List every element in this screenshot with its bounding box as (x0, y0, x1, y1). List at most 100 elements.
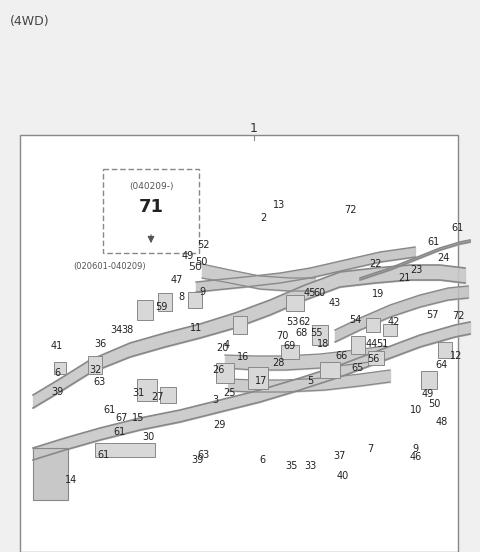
Text: 56: 56 (367, 354, 379, 364)
Text: 13: 13 (273, 200, 285, 210)
Text: 18: 18 (317, 339, 329, 349)
Text: 44: 44 (366, 339, 378, 349)
Bar (438, 342, 452, 358)
Text: 50: 50 (428, 399, 440, 409)
Text: 42: 42 (388, 317, 400, 327)
Text: 5: 5 (307, 376, 313, 386)
Text: 53: 53 (286, 317, 298, 327)
Text: 64: 64 (435, 360, 447, 370)
Text: 63: 63 (94, 377, 106, 387)
Text: 38: 38 (121, 325, 133, 335)
Text: 61: 61 (104, 405, 116, 415)
Text: 59: 59 (155, 302, 167, 312)
Text: 19: 19 (372, 289, 384, 299)
Text: 30: 30 (142, 432, 154, 442)
Text: 9: 9 (199, 287, 205, 297)
Text: 8: 8 (178, 292, 184, 302)
Text: 47: 47 (171, 275, 183, 285)
Text: 21: 21 (398, 273, 410, 283)
Bar (233, 316, 247, 334)
Text: 23: 23 (410, 265, 422, 275)
Bar (137, 300, 153, 320)
Text: 61: 61 (452, 223, 464, 233)
Bar (366, 318, 380, 332)
Text: 67: 67 (116, 413, 128, 423)
Text: 2: 2 (260, 213, 266, 223)
Text: 29: 29 (213, 420, 225, 430)
Text: 32: 32 (90, 365, 102, 375)
Bar (20, 135, 458, 552)
Text: 15: 15 (132, 413, 144, 423)
Text: 61: 61 (113, 427, 125, 437)
Text: 65: 65 (352, 363, 364, 373)
Bar (368, 351, 384, 365)
Text: 34: 34 (110, 325, 122, 335)
Text: 68: 68 (296, 328, 308, 338)
Text: 55: 55 (310, 328, 322, 338)
Text: 17: 17 (255, 376, 267, 386)
Bar (248, 367, 268, 389)
Bar (188, 292, 202, 308)
Text: 41: 41 (51, 341, 63, 351)
Bar (421, 371, 437, 389)
Text: 16: 16 (237, 352, 249, 362)
Bar (54, 362, 66, 374)
Text: 37: 37 (334, 451, 346, 461)
Text: 14: 14 (65, 475, 77, 485)
Text: 4: 4 (224, 340, 230, 350)
Text: 9: 9 (412, 444, 418, 454)
Text: 1: 1 (250, 122, 258, 135)
Text: 12: 12 (450, 351, 462, 361)
Text: (020601-040209): (020601-040209) (73, 263, 145, 272)
Text: 66: 66 (335, 351, 347, 361)
Text: 36: 36 (94, 339, 106, 349)
Text: 43: 43 (329, 298, 341, 308)
Text: 20: 20 (216, 343, 228, 353)
Text: 28: 28 (272, 358, 284, 368)
Text: 40: 40 (337, 471, 349, 481)
Text: 50: 50 (188, 262, 202, 272)
Text: 6: 6 (54, 368, 60, 378)
Text: 46: 46 (410, 452, 422, 462)
Text: 49: 49 (422, 389, 434, 399)
Bar (383, 324, 397, 336)
Text: 3: 3 (212, 395, 218, 405)
Bar (320, 362, 340, 378)
Text: 54: 54 (349, 315, 361, 325)
Text: 35: 35 (285, 461, 297, 471)
Text: 26: 26 (212, 365, 224, 375)
Text: 39: 39 (191, 455, 203, 465)
Text: 70: 70 (276, 331, 288, 341)
Text: 22: 22 (369, 259, 381, 269)
Text: 49: 49 (182, 251, 194, 261)
Bar (88, 356, 102, 374)
Text: 31: 31 (132, 388, 144, 398)
Bar (281, 345, 299, 359)
Text: 48: 48 (436, 417, 448, 427)
Text: 10: 10 (410, 405, 422, 415)
Text: 71: 71 (139, 198, 164, 216)
Text: 27: 27 (151, 392, 163, 402)
Text: 39: 39 (51, 387, 63, 397)
Polygon shape (33, 448, 68, 500)
Text: 25: 25 (224, 388, 236, 398)
Bar (137, 379, 157, 401)
Bar (160, 387, 176, 403)
Text: 62: 62 (299, 317, 311, 327)
Text: (040209-): (040209-) (129, 182, 173, 191)
FancyBboxPatch shape (103, 169, 199, 253)
Bar (351, 336, 365, 354)
Bar (286, 295, 304, 311)
Text: 11: 11 (190, 323, 202, 333)
Text: 52: 52 (197, 240, 209, 250)
Bar (95, 443, 155, 457)
Text: 72: 72 (344, 205, 356, 215)
Text: 60: 60 (314, 288, 326, 298)
Bar (158, 293, 172, 311)
Text: 72: 72 (452, 311, 464, 321)
Text: 63: 63 (198, 450, 210, 460)
Text: 24: 24 (437, 253, 449, 263)
Text: 51: 51 (376, 339, 388, 349)
Text: 61: 61 (428, 237, 440, 247)
Text: 33: 33 (304, 461, 316, 471)
